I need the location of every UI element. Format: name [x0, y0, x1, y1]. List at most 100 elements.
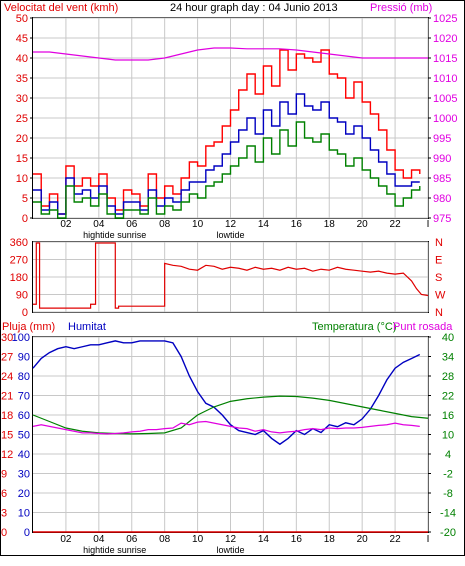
direction-tick-label: 270: [10, 255, 28, 267]
grid-layer: [33, 17, 429, 533]
wind-tick-label: 30: [16, 93, 28, 105]
hour-tick-label: 08: [159, 534, 171, 545]
compass-tick-label: N: [435, 237, 443, 249]
hour-tick-label: 18: [324, 219, 336, 230]
hour-tick-label: I: [427, 219, 430, 230]
humidity-tick-label: 20: [18, 488, 30, 500]
humidity-tick-label: 30: [18, 469, 30, 481]
hour-tick-label: 04: [93, 219, 105, 230]
rain-tick-label: 6: [1, 488, 7, 500]
temp-tick-label: -20: [440, 527, 456, 539]
hour-tick-label: 22: [390, 219, 402, 230]
hour-tick-label: 14: [258, 219, 270, 230]
rain-tick-label: 0: [1, 527, 7, 539]
temp-tick-label: 28: [442, 371, 454, 383]
wind-speed-label: Velocitat del vent (kmh): [4, 2, 118, 14]
hour-tick-label: 12: [225, 534, 237, 545]
humidity-tick-label: 40: [18, 449, 30, 461]
pressure-tick-label: 990: [433, 153, 451, 165]
rain-tick-label: 12: [1, 449, 13, 461]
wind-tick-label: 20: [16, 133, 28, 145]
dew-point-line: [32, 420, 420, 435]
hour-tick-label: 20: [357, 219, 369, 230]
hour-tick-label: 16: [291, 219, 303, 230]
temp-tick-label: -8: [443, 488, 453, 500]
pressure-label: Pressió (mb): [370, 2, 432, 14]
hour-tick-label: 04: [93, 534, 105, 545]
hour-tick-label: 12: [225, 219, 237, 230]
humidity-tick-label: 90: [18, 352, 30, 364]
event-label: lowtide: [216, 230, 244, 240]
hour-tick-label: 14: [258, 534, 270, 545]
compass-tick-label: W: [435, 290, 446, 302]
axis-layer: 0510152025303540455097598098599099510001…: [1, 13, 457, 555]
humidity-tick-label: 80: [18, 371, 30, 383]
direction-tick-label: 360: [10, 237, 28, 249]
rain-tick-label: 21: [1, 391, 13, 403]
temp-tick-label: 40: [442, 332, 454, 344]
temp-tick-label: -14: [440, 508, 456, 520]
rain-tick-label: 9: [1, 469, 7, 481]
series-layer: [32, 47, 429, 533]
hour-tick-label: 06: [126, 534, 138, 545]
wind-tick-label: 40: [16, 53, 28, 65]
event-label: sunrise: [117, 545, 146, 555]
event-label: sunrise: [117, 230, 146, 240]
humidity-tick-label: 10: [18, 508, 30, 520]
hour-tick-label: 16: [291, 534, 303, 545]
pressure-tick-label: 1010: [433, 73, 457, 85]
dew-point-label: Punt rosada: [393, 321, 453, 333]
direction-tick-label: 180: [10, 272, 28, 284]
temp-tick-label: 10: [442, 430, 454, 442]
hour-tick-label: 02: [60, 219, 72, 230]
compass-tick-label: N: [435, 307, 443, 319]
temp-tick-label: 16: [442, 410, 454, 422]
rain-label: Pluja (mm): [2, 321, 55, 333]
hour-tick-label: 02: [60, 534, 72, 545]
wind-tick-label: 15: [16, 153, 28, 165]
compass-tick-label: E: [435, 255, 442, 267]
temp-tick-label: 22: [442, 391, 454, 403]
wind-gust-line: [33, 49, 421, 215]
humidity-line: [32, 340, 421, 446]
temperature-label: Temperatura (°C): [312, 321, 396, 333]
humidity-tick-label: 60: [18, 410, 30, 422]
humidity-label: Humitat: [68, 321, 106, 333]
humidity-tick-label: 0: [24, 527, 30, 539]
hour-tick-label: I: [427, 534, 430, 545]
temp-tick-label: -2: [443, 469, 453, 481]
hour-tick-label: 10: [192, 219, 204, 230]
event-label: lowtide: [216, 545, 244, 555]
rain-tick-label: 30: [1, 332, 13, 344]
hour-tick-label: 06: [126, 219, 138, 230]
temp-tick-label: 4: [445, 449, 451, 461]
pressure-tick-label: 1005: [433, 93, 457, 105]
wind-minimum-line: [33, 121, 421, 219]
pressure-tick-label: 1020: [433, 33, 457, 45]
event-label: hightide: [83, 545, 115, 555]
pressure-tick-label: 1000: [433, 113, 457, 125]
humidity-tick-label: 50: [18, 430, 30, 442]
hour-tick-label: 20: [357, 534, 369, 545]
temp-tick-label: 34: [442, 352, 454, 364]
graph-title: 24 hour graph day : 04 Junio 2013: [170, 2, 338, 14]
rain-tick-label: 18: [1, 410, 13, 422]
wind-tick-label: 50: [16, 13, 28, 25]
pressure-tick-label: 980: [433, 193, 451, 205]
rain-tick-label: 3: [1, 508, 7, 520]
pressure-tick-label: 985: [433, 173, 451, 185]
hour-tick-label: 08: [159, 219, 171, 230]
wind-tick-label: 35: [16, 73, 28, 85]
humidity-tick-label: 100: [12, 332, 30, 344]
wind-tick-label: 0: [22, 213, 28, 225]
wind-tick-label: 10: [16, 173, 28, 185]
pressure-tick-label: 975: [433, 213, 451, 225]
rain-tick-label: 15: [1, 430, 13, 442]
rain-tick-label: 24: [1, 371, 13, 383]
hour-tick-label: 18: [324, 534, 336, 545]
humidity-tick-label: 70: [18, 391, 30, 403]
pressure-tick-label: 1025: [433, 13, 457, 25]
wind-tick-label: 45: [16, 33, 28, 45]
